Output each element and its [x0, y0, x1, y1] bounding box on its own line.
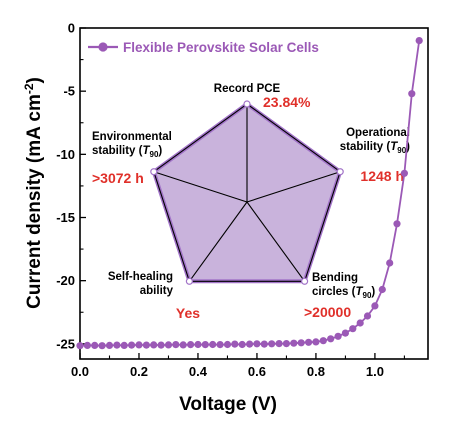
- radar-outline: [153, 103, 341, 282]
- data-point: [290, 339, 298, 347]
- x-tick-label: 0.0: [71, 364, 89, 379]
- radar-vertex: [301, 277, 309, 285]
- radar-spoke: [246, 171, 341, 203]
- y-tick-label: -20: [56, 273, 75, 288]
- data-point: [231, 340, 239, 348]
- data-point: [201, 341, 209, 349]
- data-point: [83, 341, 91, 349]
- data-point: [187, 341, 195, 349]
- radar-spoke: [188, 201, 248, 282]
- data-point: [164, 341, 173, 349]
- data-point: [260, 340, 268, 348]
- data-point: [150, 341, 158, 349]
- x-tick-label: 0.4: [189, 364, 208, 379]
- axis-tick-labels: 0.0 0.2 0.4 0.6 0.8 1.0 0 -5 -10 -15 -20 -25: [56, 21, 384, 380]
- radar-value-environmental-stability: >3072 h: [92, 170, 144, 186]
- data-point: [216, 341, 224, 349]
- x-tick-label: 0.6: [248, 364, 266, 379]
- x-tick-label: 0.2: [130, 364, 148, 379]
- data-point: [356, 319, 364, 327]
- data-point: [408, 90, 416, 98]
- radar-label-self-healing: Self-healing ability: [108, 271, 174, 297]
- radar-vertex: [150, 168, 158, 176]
- radar-label-record-pce: Record PCE: [214, 83, 281, 95]
- radar-spoke: [153, 171, 248, 203]
- legend-label: Flexible Perovskite Solar Cells: [123, 40, 319, 55]
- data-point: [334, 332, 342, 340]
- y-tick-label: -25: [56, 336, 75, 351]
- radar-value-self-healing: Yes: [176, 305, 200, 321]
- data-point: [179, 341, 187, 349]
- radar-value-operational-stability: 1248 h: [360, 168, 404, 184]
- y-tick-label: -5: [63, 84, 75, 99]
- data-point: [98, 342, 106, 350]
- y-tick-label: 0: [68, 21, 75, 36]
- x-tick-label: 1.0: [366, 364, 384, 379]
- radar-vertex: [185, 277, 193, 285]
- radar-value-bending-circles: >20000: [304, 304, 351, 320]
- data-point: [76, 342, 84, 350]
- y-tick-label: -15: [56, 210, 75, 225]
- data-point: [319, 337, 327, 345]
- data-point: [378, 285, 386, 294]
- data-point: [363, 312, 372, 320]
- data-point: [223, 340, 232, 349]
- data-point: [246, 340, 254, 348]
- data-point: [341, 329, 349, 337]
- data-point: [238, 340, 246, 349]
- data-point: [275, 340, 283, 348]
- data-point: [157, 341, 165, 349]
- legend: Flexible Perovskite Solar Cells: [88, 40, 319, 55]
- data-point: [253, 340, 261, 348]
- data-point: [209, 340, 217, 349]
- radar-label-environmental-stability: Environmental stability (T90): [92, 131, 172, 159]
- data-point: [135, 341, 143, 349]
- data-point: [172, 341, 180, 349]
- radar-vertex: [243, 100, 251, 108]
- data-point: [400, 169, 408, 177]
- data-point: [327, 335, 335, 343]
- radar-vertex: [336, 168, 344, 176]
- data-point: [105, 341, 114, 349]
- data-point: [142, 341, 150, 349]
- data-point: [349, 325, 357, 333]
- data-point: [194, 340, 202, 349]
- data-point: [415, 37, 423, 45]
- radar-label-operational-stability: Operational stability (T90): [340, 127, 410, 155]
- data-point: [91, 341, 99, 349]
- data-point: [371, 302, 379, 310]
- series-flexible-perovskite: [76, 37, 423, 350]
- y-axis-title: Current density (mA cm-2): [22, 77, 45, 309]
- data-point: [268, 340, 276, 348]
- legend-marker: [98, 42, 108, 52]
- data-point: [305, 338, 313, 346]
- data-point: [120, 341, 128, 349]
- x-axis-title: Voltage (V): [179, 394, 277, 415]
- x-tick-label: 0.8: [307, 364, 325, 379]
- plot-frame: [79, 27, 429, 360]
- radar-spoke: [246, 201, 306, 282]
- data-point: [282, 340, 290, 348]
- radar-value-record-pce: 23.84%: [263, 94, 311, 110]
- data-point: [128, 341, 136, 349]
- data-point: [312, 338, 320, 346]
- y-tick-label: -10: [56, 147, 75, 162]
- data-point: [297, 339, 305, 347]
- radar-label-bending-circles: Bending circles (T90): [312, 272, 375, 300]
- data-point: [393, 220, 401, 228]
- data-point: [386, 259, 394, 267]
- data-point: [113, 341, 121, 349]
- axis-ticks: [79, 27, 405, 359]
